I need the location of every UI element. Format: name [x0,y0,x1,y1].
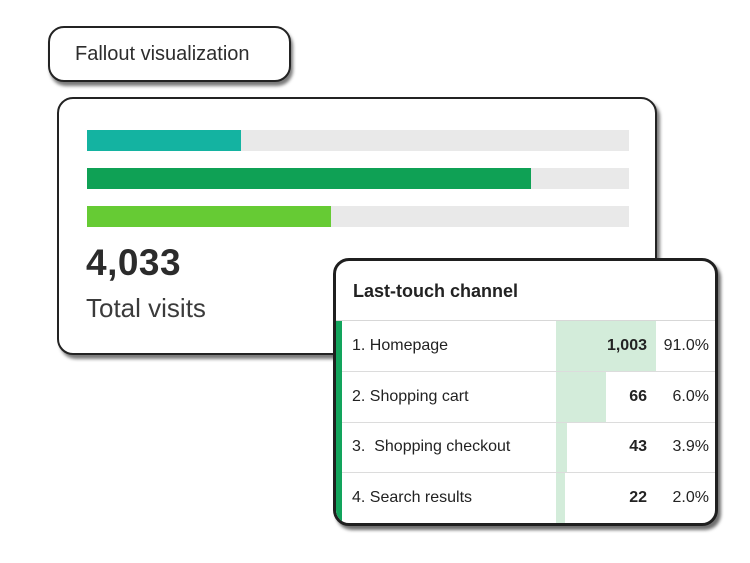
row-percent: 2.0% [672,489,709,507]
row-label: 1. Homepage [352,336,449,354]
row-value: 43 [629,438,647,456]
total-visits-label: Total visits [86,293,206,323]
table-rows: 1. Homepage 1,003 91.0% 2. Shopping cart… [336,321,715,523]
fallout-bar-fill-3 [87,206,331,227]
row-value: 22 [629,489,647,507]
row-label: 4. Search results [352,489,473,507]
row-value-bar [556,422,567,473]
last-touch-channel-title: Last-touch channel [353,281,519,301]
fallout-bar-track [87,206,629,227]
row-value-cell: 22 [556,473,656,523]
row-percent: 6.0% [672,387,709,405]
fallout-bar-track [87,130,629,151]
accent-stripe [336,321,342,523]
row-label: 3. Shopping checkout [352,438,511,456]
row-label: 2. Shopping cart [352,387,469,405]
fallout-visualization-label-text: Fallout visualization [75,42,250,65]
fallout-bar-track [87,168,629,189]
row-value-bar [556,371,606,422]
table-row[interactable]: 4. Search results 22 2.0% [336,473,715,523]
row-value-cell: 66 [556,371,656,422]
last-touch-channel-card: Last-touch channel 1. Homepage 1,003 91.… [333,258,718,526]
fallout-bar-fill-1 [87,130,242,151]
row-value-bar [556,473,565,523]
fallout-visualization-label: Fallout visualization [48,26,291,82]
row-value-bar [556,321,656,371]
table-row[interactable]: 1. Homepage 1,003 91.0% [336,321,715,372]
table-row[interactable]: 2. Shopping cart 66 6.0% [336,371,715,423]
last-touch-channel-table: 1. Homepage 1,003 91.0% 2. Shopping cart… [336,320,715,523]
table-row[interactable]: 3. Shopping checkout 43 3.9% [336,422,715,474]
fallout-bar-fill-2 [87,168,532,189]
row-value-cell: 1,003 [556,321,656,371]
row-value-cell: 43 [556,422,656,473]
row-value: 1,003 [606,336,647,354]
fallout-card: 4,033 Total visits [57,97,657,355]
total-visits-value: 4,033 [86,242,182,283]
row-value: 66 [629,387,647,405]
row-percent: 91.0% [663,336,709,354]
row-percent: 3.9% [672,438,709,456]
